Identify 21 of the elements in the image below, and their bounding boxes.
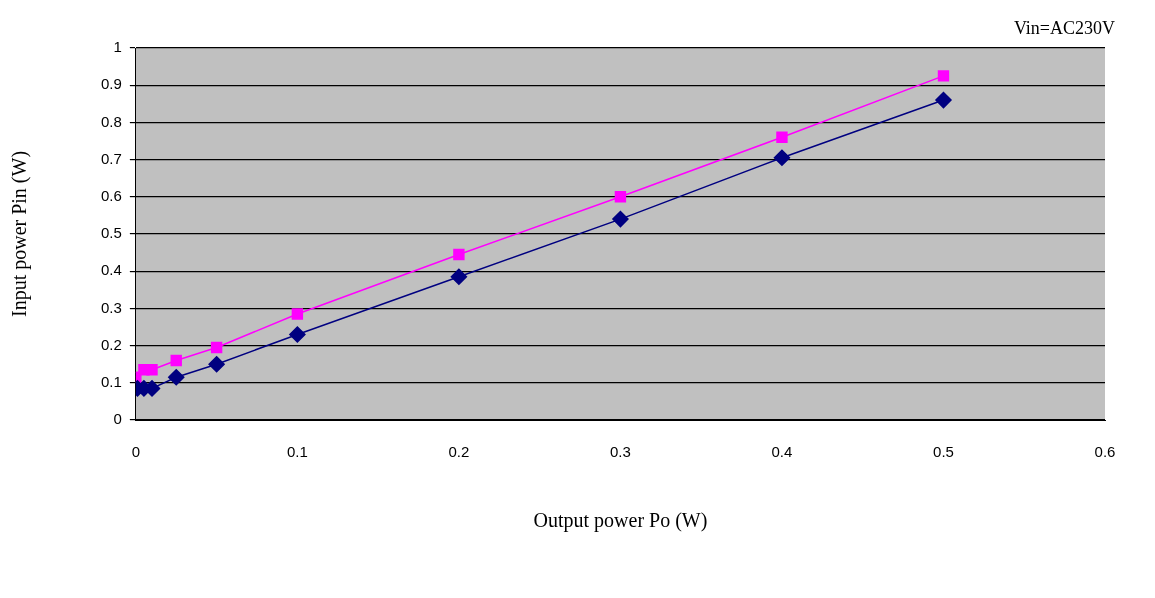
y-tick-label: 0.7 (100, 149, 122, 167)
x-tick-label: 0.4 (771, 443, 793, 461)
y-axis-title: Input power Pin (W) (8, 150, 32, 318)
y-tick-label: 0.2 (100, 335, 122, 353)
y-tick-label: 1 (113, 38, 122, 56)
y-tick-label: 0.9 (100, 75, 122, 93)
x-tick-label: 0.6 (1094, 443, 1116, 461)
x-tick-label: 0.3 (610, 443, 631, 461)
x-tick-label: 0.5 (933, 443, 954, 461)
x-tick-label: 0 (131, 443, 141, 461)
text: Vin=AC230V (1013, 17, 1115, 38)
y-tick-label: 0.3 (100, 298, 122, 316)
y-tick-label: 0.8 (100, 112, 122, 130)
x-axis-title: Output power Po (W) (533, 509, 708, 533)
y-tick-label: 0.4 (100, 261, 122, 279)
y-tick-label: 0.5 (100, 224, 122, 242)
y-tick-label: 0.1 (100, 372, 122, 390)
y-tick-label: 0 (113, 410, 122, 428)
x-tick-label: 0.1 (286, 443, 308, 461)
x-tick-label: 0.2 (448, 443, 470, 461)
y-tick-label: 0.6 (100, 186, 122, 204)
